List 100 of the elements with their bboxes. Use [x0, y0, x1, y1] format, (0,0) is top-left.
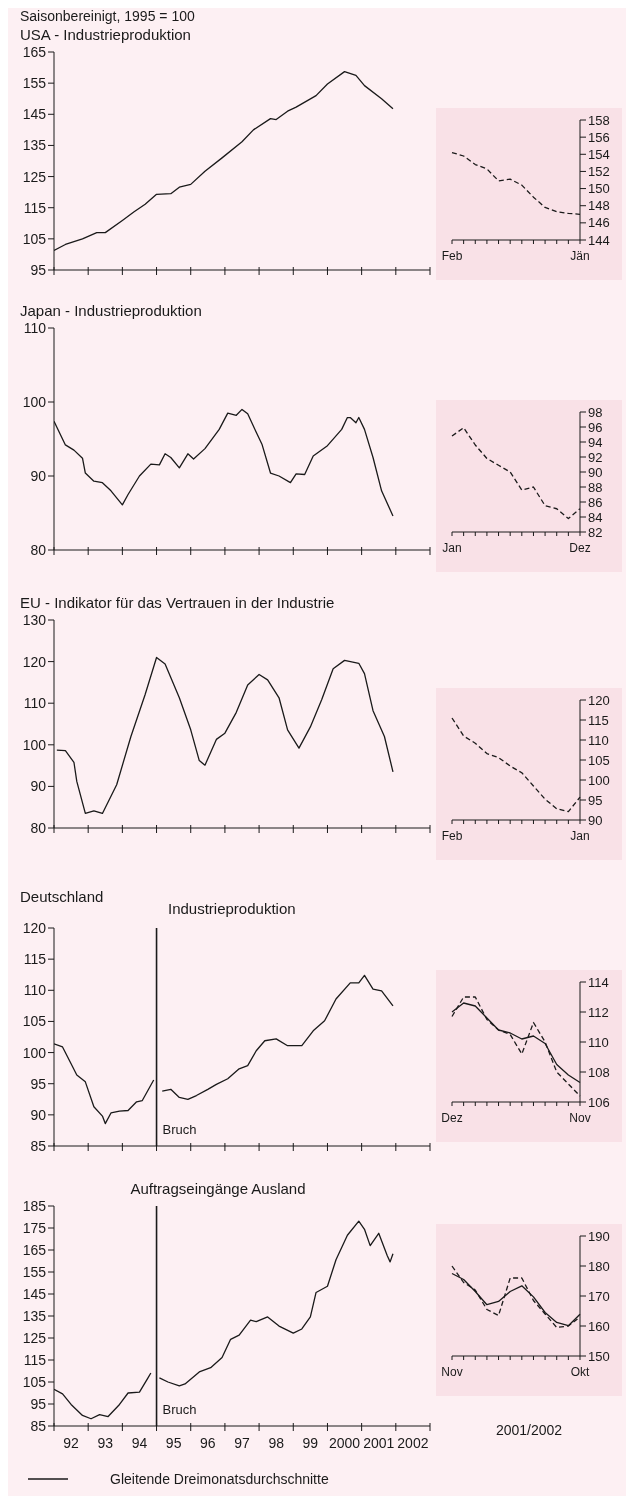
- y-tick-label: 90: [30, 778, 47, 795]
- y-tick-label: 90: [30, 467, 47, 484]
- y-tick-label: 82: [588, 524, 603, 540]
- y-tick-label: 105: [588, 752, 610, 768]
- y-tick-label: 180: [588, 1258, 610, 1274]
- text: Saisonbereinigt, 1995 = 100: [19, 8, 196, 24]
- y-tick-label: 125: [22, 168, 47, 185]
- y-tick-label: 80: [30, 819, 47, 836]
- y-tick-label: 110: [23, 695, 47, 712]
- x-tick-label: 96: [200, 1435, 216, 1451]
- y-tick-label: 158: [588, 112, 610, 128]
- y-tick-label: 114: [588, 974, 609, 990]
- y-tick-label: 115: [23, 1351, 47, 1368]
- chart-title: USA - Industrieproduktion: [20, 26, 191, 43]
- chart-title: Japan - Industrieproduktion: [20, 302, 202, 319]
- x-tick-label: Jän: [570, 249, 590, 263]
- y-tick-label: 92: [588, 449, 603, 465]
- y-tick-label: 152: [588, 164, 610, 180]
- y-tick-label: 105: [22, 1013, 47, 1030]
- y-tick-label: 115: [588, 712, 609, 728]
- y-tick-label: 105: [22, 230, 47, 247]
- x-tick-label: Nov: [441, 1365, 463, 1379]
- y-tick-label: 190: [588, 1228, 610, 1244]
- x-tick-label: 95: [165, 1435, 182, 1451]
- y-tick-label: 95: [30, 1075, 47, 1092]
- y-tick-label: 110: [23, 982, 47, 999]
- y-tick-label: 145: [22, 1285, 47, 1302]
- y-tick-label: 80: [30, 541, 47, 558]
- y-tick-label: 150: [588, 181, 610, 197]
- y-tick-label: 165: [22, 43, 47, 60]
- y-tick-label: 155: [22, 75, 47, 92]
- y-tick-label: 145: [22, 106, 47, 123]
- y-tick-label: 120: [588, 692, 610, 708]
- x-tick-label: 98: [268, 1435, 285, 1451]
- y-tick-label: 185: [22, 1197, 47, 1214]
- x-tick-label: 92: [63, 1435, 80, 1451]
- y-tick-label: 160: [588, 1318, 610, 1334]
- y-tick-label: 146: [588, 215, 610, 231]
- y-tick-label: 94: [588, 434, 603, 450]
- y-tick-label: 100: [22, 1044, 47, 1061]
- y-tick-label: 95: [588, 792, 603, 808]
- y-tick-label: 144: [588, 232, 610, 248]
- y-tick-label: 110: [588, 1034, 609, 1050]
- ref-line-label: Bruch: [162, 1402, 197, 1417]
- x-tick-label: 2002: [397, 1435, 429, 1451]
- x-tick-label: Dez: [441, 1111, 463, 1125]
- y-tick-label: 90: [588, 464, 603, 480]
- x-tick-label: Jan: [570, 829, 590, 843]
- y-tick-label: 100: [588, 772, 610, 788]
- x-tick-label: Dez: [569, 541, 591, 555]
- x-tick-label: 2001: [363, 1435, 395, 1451]
- x-tick-label: Nov: [569, 1111, 591, 1125]
- ref-line-label: Bruch: [162, 1122, 197, 1137]
- y-tick-label: 135: [22, 1307, 47, 1324]
- y-tick-label: 85: [30, 1417, 47, 1434]
- y-tick-label: 95: [30, 1395, 47, 1412]
- chart-title: Auftragseingänge Ausland: [129, 1180, 307, 1197]
- y-tick-label: 110: [23, 319, 47, 336]
- x-tick-label: 94: [131, 1435, 148, 1451]
- chart-title: Deutschland: [20, 888, 104, 905]
- y-tick-label: 108: [588, 1064, 610, 1080]
- line-series: [56, 656, 394, 815]
- y-tick-label: 98: [588, 404, 603, 420]
- x-tick-label: 97: [234, 1435, 250, 1451]
- y-tick-label: 95: [30, 261, 47, 278]
- chart-subtitle: Industrieproduktion: [168, 900, 296, 917]
- x-tick-label: Feb: [441, 829, 463, 843]
- y-tick-label: 130: [22, 611, 47, 628]
- x-tick-label: Feb: [441, 249, 463, 263]
- chart-title: EU - Indikator für das Vertrauen in der Industrie: [20, 594, 335, 611]
- y-tick-label: 115: [23, 199, 47, 216]
- x-tick-label: Jan: [442, 541, 462, 555]
- y-tick-label: 100: [22, 736, 47, 753]
- x-tick-label: Okt: [570, 1365, 590, 1379]
- y-tick-label: 100: [22, 393, 47, 410]
- x-tick-label: 99: [302, 1435, 319, 1451]
- x-tick-label: 93: [97, 1435, 114, 1451]
- x-tick-label: 2000: [328, 1435, 361, 1451]
- y-tick-label: 125: [22, 1329, 47, 1346]
- y-tick-label: 110: [588, 732, 609, 748]
- y-tick-label: 86: [588, 494, 603, 510]
- y-tick-label: 150: [588, 1348, 610, 1364]
- y-tick-label: 165: [22, 1241, 47, 1258]
- y-tick-label: 96: [588, 419, 603, 435]
- y-tick-label: 148: [588, 198, 610, 214]
- y-tick-label: 120: [22, 653, 47, 670]
- x-axis-title: 2001/2002: [494, 1422, 564, 1438]
- y-tick-label: 175: [22, 1219, 47, 1236]
- y-tick-label: 90: [588, 812, 603, 828]
- y-tick-label: 135: [22, 137, 47, 154]
- y-tick-label: 120: [22, 919, 47, 936]
- y-tick-label: 105: [22, 1373, 47, 1390]
- y-tick-label: 154: [588, 146, 610, 162]
- y-tick-label: 112: [588, 1004, 609, 1020]
- y-tick-label: 84: [588, 509, 603, 525]
- y-tick-label: 156: [588, 129, 610, 145]
- y-tick-label: 90: [30, 1106, 47, 1123]
- y-tick-label: 170: [588, 1288, 610, 1304]
- text: Gleitende Dreimonatsdurchschnitte: [110, 1471, 329, 1487]
- y-tick-label: 155: [22, 1263, 47, 1280]
